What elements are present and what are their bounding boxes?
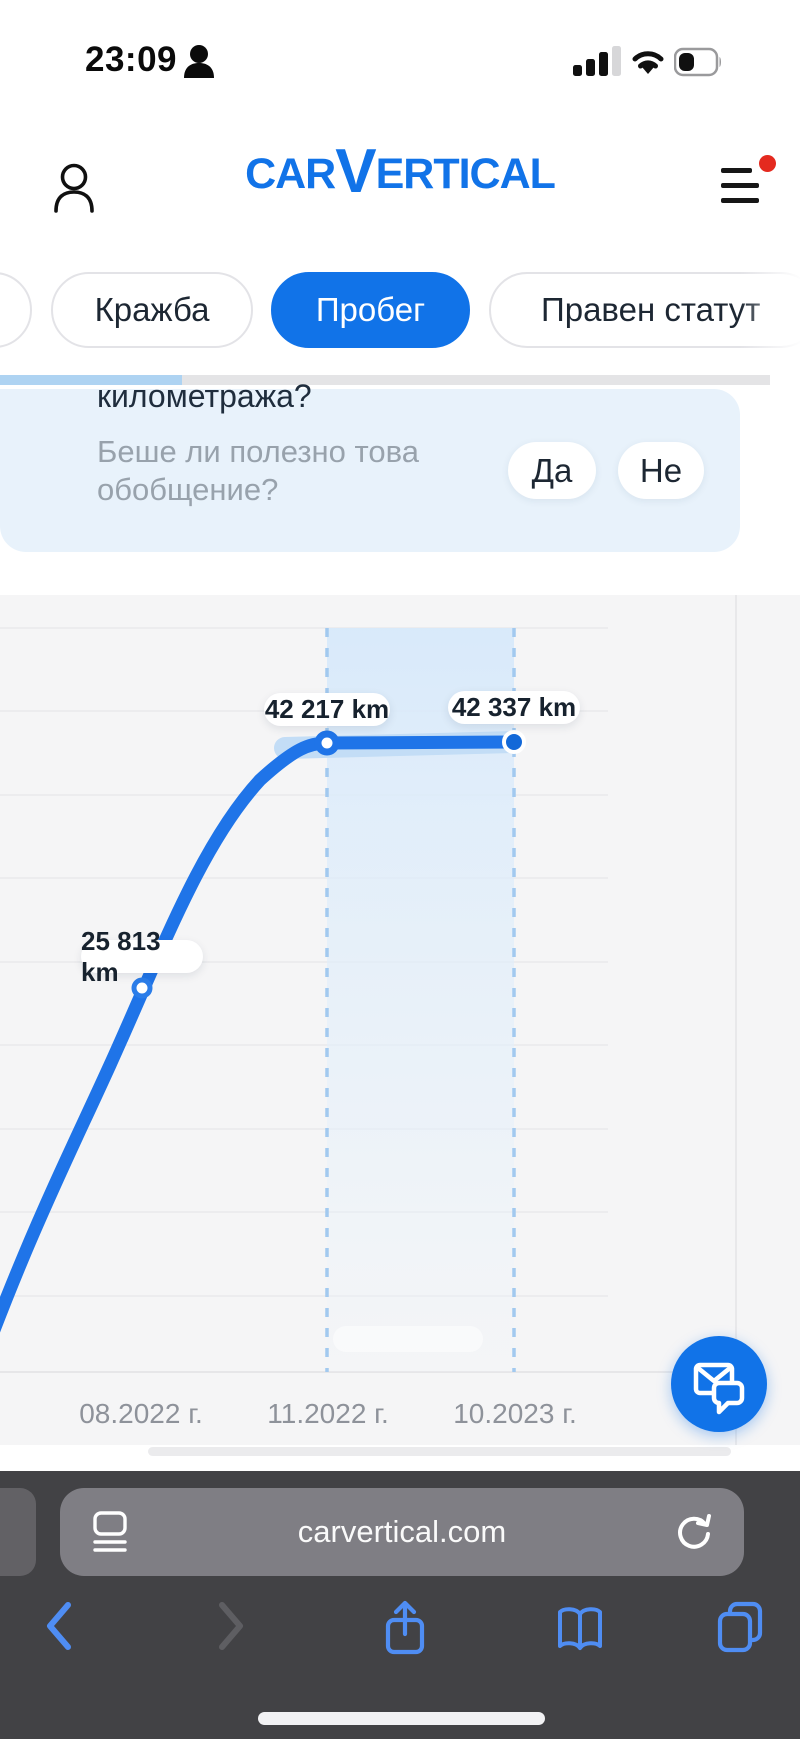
feedback-yes-button[interactable]: Да: [508, 442, 596, 499]
chart-horizontal-scrollbar[interactable]: [148, 1447, 731, 1456]
tabs-icon[interactable]: [716, 1600, 766, 1654]
tab-theft[interactable]: Кражба: [51, 272, 253, 348]
focus-person-icon: [184, 45, 214, 78]
value-label-42337: 42 337 km: [448, 691, 580, 724]
tab-partial-left[interactable]: [0, 272, 32, 348]
tab-mileage-label: Пробег: [315, 291, 426, 328]
logo-ertical: ERTICAL: [375, 150, 556, 198]
mileage-chart: [0, 595, 800, 1445]
logo-v-mark: V: [335, 137, 376, 206]
tab-theft-label: Кражба: [94, 291, 210, 328]
battery-low-icon: [674, 47, 721, 77]
value-label-42217: 42 217 km: [264, 693, 390, 726]
notification-dot: [759, 155, 776, 172]
share-icon[interactable]: [382, 1600, 428, 1656]
back-button[interactable]: [44, 1600, 74, 1652]
menu-hamburger-icon[interactable]: [721, 155, 776, 204]
section-tabs: Кражба Пробег Правен статут: [0, 272, 800, 348]
summary-card: [0, 389, 740, 552]
url-text: carvertical.com: [297, 1514, 507, 1549]
cellular-signal-icon: [573, 46, 621, 76]
point-42337: [502, 730, 526, 754]
point-25813: [131, 977, 153, 999]
x-label-10-2023: 10.2023 г.: [453, 1398, 577, 1429]
point-42217: [314, 730, 340, 756]
scroll-progress-track: [182, 375, 770, 385]
status-time: 23:09: [85, 40, 178, 79]
logo-car: CAR: [245, 150, 336, 198]
chat-fab-button[interactable]: [671, 1336, 767, 1432]
url-bar[interactable]: carvertical.com: [60, 1488, 744, 1576]
adjacent-tab-fragment[interactable]: [0, 1488, 36, 1576]
feedback-prompt-line1: Беше ли полезно това: [97, 434, 419, 469]
scroll-progress-filled: [0, 375, 182, 385]
feedback-no-button[interactable]: Не: [618, 442, 704, 499]
safari-bottom-chrome: carvertical.com: [0, 1471, 800, 1739]
watermark: [333, 1326, 483, 1352]
forward-button-disabled[interactable]: [216, 1600, 246, 1652]
value-label-25813: 25 813 km: [81, 926, 203, 987]
wifi-icon: [632, 51, 664, 74]
reload-icon[interactable]: [672, 1510, 716, 1554]
bookmarks-icon[interactable]: [556, 1606, 604, 1652]
carvertical-logo[interactable]: CARVERTICAL: [0, 141, 800, 203]
feedback-prompt-line2: обобщение?: [97, 472, 279, 507]
tab-legal-label: Правен статут: [541, 291, 761, 328]
account-person-icon[interactable]: [52, 163, 96, 213]
x-label-11-2022: 11.2022 г.: [267, 1398, 389, 1429]
tab-mileage-active[interactable]: Пробег: [271, 272, 470, 348]
summary-question-tail: километража?: [97, 378, 312, 414]
page-settings-icon[interactable]: [92, 1510, 128, 1554]
chat-envelope-icon: [693, 1362, 745, 1415]
x-label-08-2022: 08.2022 г.: [79, 1398, 203, 1429]
home-indicator[interactable]: [258, 1712, 545, 1725]
mileage-line-plot: [0, 595, 737, 1445]
x-label-partial: .: [0, 1398, 6, 1430]
tab-legal-status[interactable]: Правен статут: [489, 272, 800, 348]
